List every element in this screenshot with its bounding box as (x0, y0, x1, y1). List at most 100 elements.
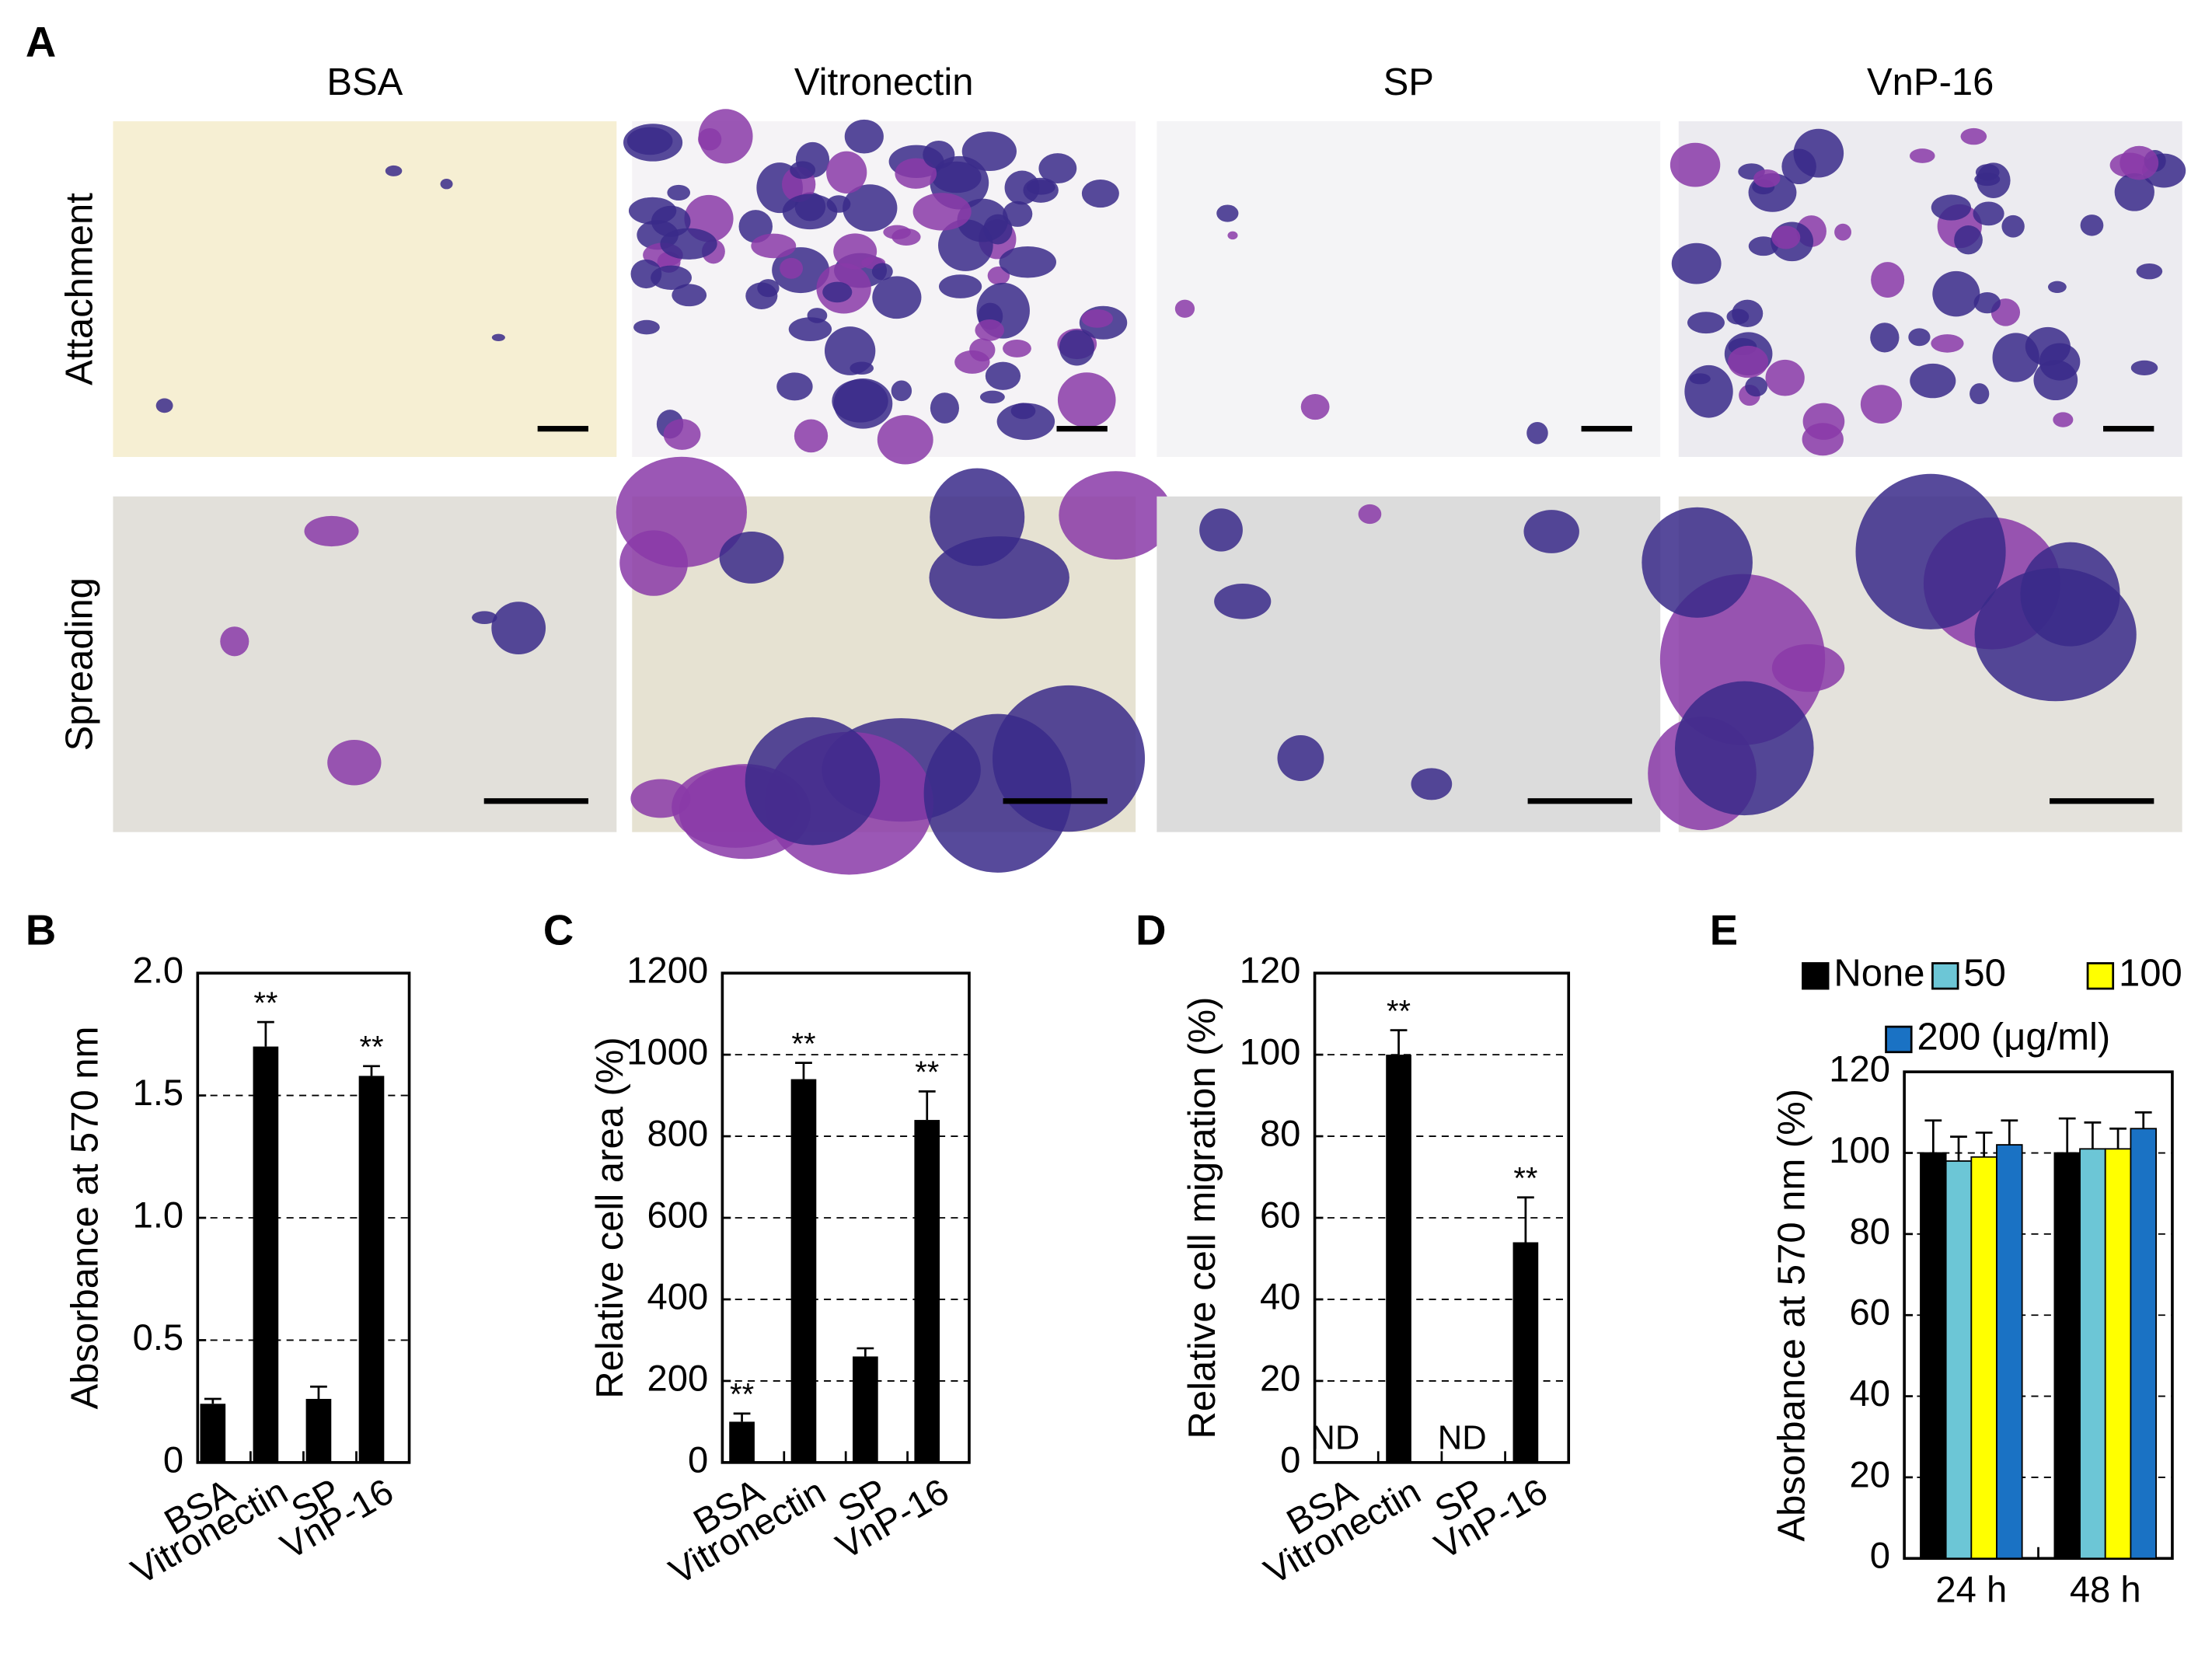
cell (794, 419, 829, 453)
y-tick-label: 2.0 (133, 950, 184, 991)
significance: ** (1387, 994, 1411, 1028)
cell (1003, 201, 1033, 227)
cell (1057, 372, 1116, 427)
cell (930, 392, 959, 424)
significance: ** (791, 1027, 815, 1061)
cell (1970, 383, 1990, 405)
y-tick-label: 60 (1850, 1292, 1890, 1333)
y-axis-label: Absorbance at 570 nm (65, 1027, 106, 1410)
image-background (1157, 496, 1661, 832)
cell (1669, 142, 1721, 187)
cell (1745, 376, 1768, 397)
cell (996, 403, 1055, 441)
x-tick-label: 24 h (1935, 1568, 2007, 1609)
cell (1216, 204, 1239, 222)
cell (1671, 242, 1722, 284)
cell (1931, 334, 1964, 353)
image-background (1157, 121, 1661, 457)
micrograph (113, 496, 617, 832)
cell (1765, 359, 1805, 396)
cell (832, 379, 888, 423)
cell (672, 284, 707, 307)
cell (1960, 127, 1987, 145)
cell (826, 151, 867, 194)
y-tick-label: 800 (647, 1113, 709, 1154)
column-title: VnP-16 (1867, 61, 1994, 103)
y-tick-label: 200 (647, 1357, 709, 1398)
bar (1945, 1160, 1973, 1560)
cell (1871, 262, 1905, 298)
cell (630, 779, 691, 818)
cell (872, 276, 922, 319)
significance: ** (915, 1055, 939, 1090)
legend-swatch (1885, 1025, 1913, 1054)
column-title: BSA (326, 61, 403, 103)
cell (1992, 333, 2039, 382)
cell (891, 380, 912, 402)
cell (975, 319, 1005, 341)
cell (1931, 194, 1971, 221)
cell (745, 717, 881, 846)
cell (824, 326, 876, 375)
micrograph (616, 456, 1173, 875)
y-tick-label: 80 (1850, 1210, 1890, 1251)
cell (663, 419, 701, 450)
error-bar (857, 1347, 874, 1357)
cell (220, 626, 249, 657)
cell (719, 532, 784, 584)
cell (623, 124, 683, 162)
cell (1689, 373, 1711, 385)
bar (853, 1356, 878, 1463)
y-tick-label: 0 (163, 1439, 183, 1480)
cell (843, 184, 898, 232)
cell (782, 194, 838, 230)
bar (358, 1076, 385, 1463)
error-bar (363, 1065, 380, 1076)
cell (1771, 643, 1845, 692)
cell (2130, 360, 2158, 375)
cell (985, 361, 1021, 390)
y-tick-label: 100 (1829, 1129, 1890, 1170)
error-bar (2084, 1121, 2102, 1149)
error-bar (310, 1385, 327, 1400)
cell (1974, 173, 2001, 187)
y-tick-label: 0 (1280, 1439, 1300, 1480)
cell (440, 179, 453, 190)
cell (633, 319, 660, 335)
cell (1954, 225, 1983, 255)
y-tick-label: 40 (1260, 1275, 1300, 1317)
panel-label: E (1710, 907, 1738, 954)
cell (788, 317, 832, 341)
micrograph (1157, 496, 1661, 832)
cell (1802, 423, 1844, 456)
y-axis-label: Absorbance at 570 nm (%) (1771, 1089, 1813, 1542)
x-tick-label: 48 h (2070, 1568, 2141, 1609)
column-title: Vitronectin (794, 61, 974, 103)
cell (1081, 309, 1113, 328)
cell (987, 266, 1010, 285)
cell (871, 263, 893, 281)
cell (833, 233, 877, 270)
cell (1909, 148, 1935, 163)
error-bar (1390, 1029, 1408, 1055)
cell (738, 210, 773, 243)
legend-swatch (1802, 962, 1830, 990)
bar (914, 1120, 940, 1463)
cell (938, 219, 993, 271)
cell (1834, 223, 1851, 241)
cell (1038, 153, 1077, 184)
scale-bar (1581, 426, 1632, 432)
cell (938, 274, 982, 298)
bar (2079, 1148, 2106, 1560)
cell (1974, 568, 2137, 702)
cell (877, 415, 933, 465)
cell (628, 197, 677, 225)
cell (751, 233, 797, 259)
cell (1526, 421, 1548, 445)
cell (790, 161, 816, 180)
cell (1860, 385, 1903, 424)
error-bar (2109, 1127, 2127, 1149)
error-bar (918, 1090, 936, 1121)
error-bar (795, 1062, 812, 1079)
